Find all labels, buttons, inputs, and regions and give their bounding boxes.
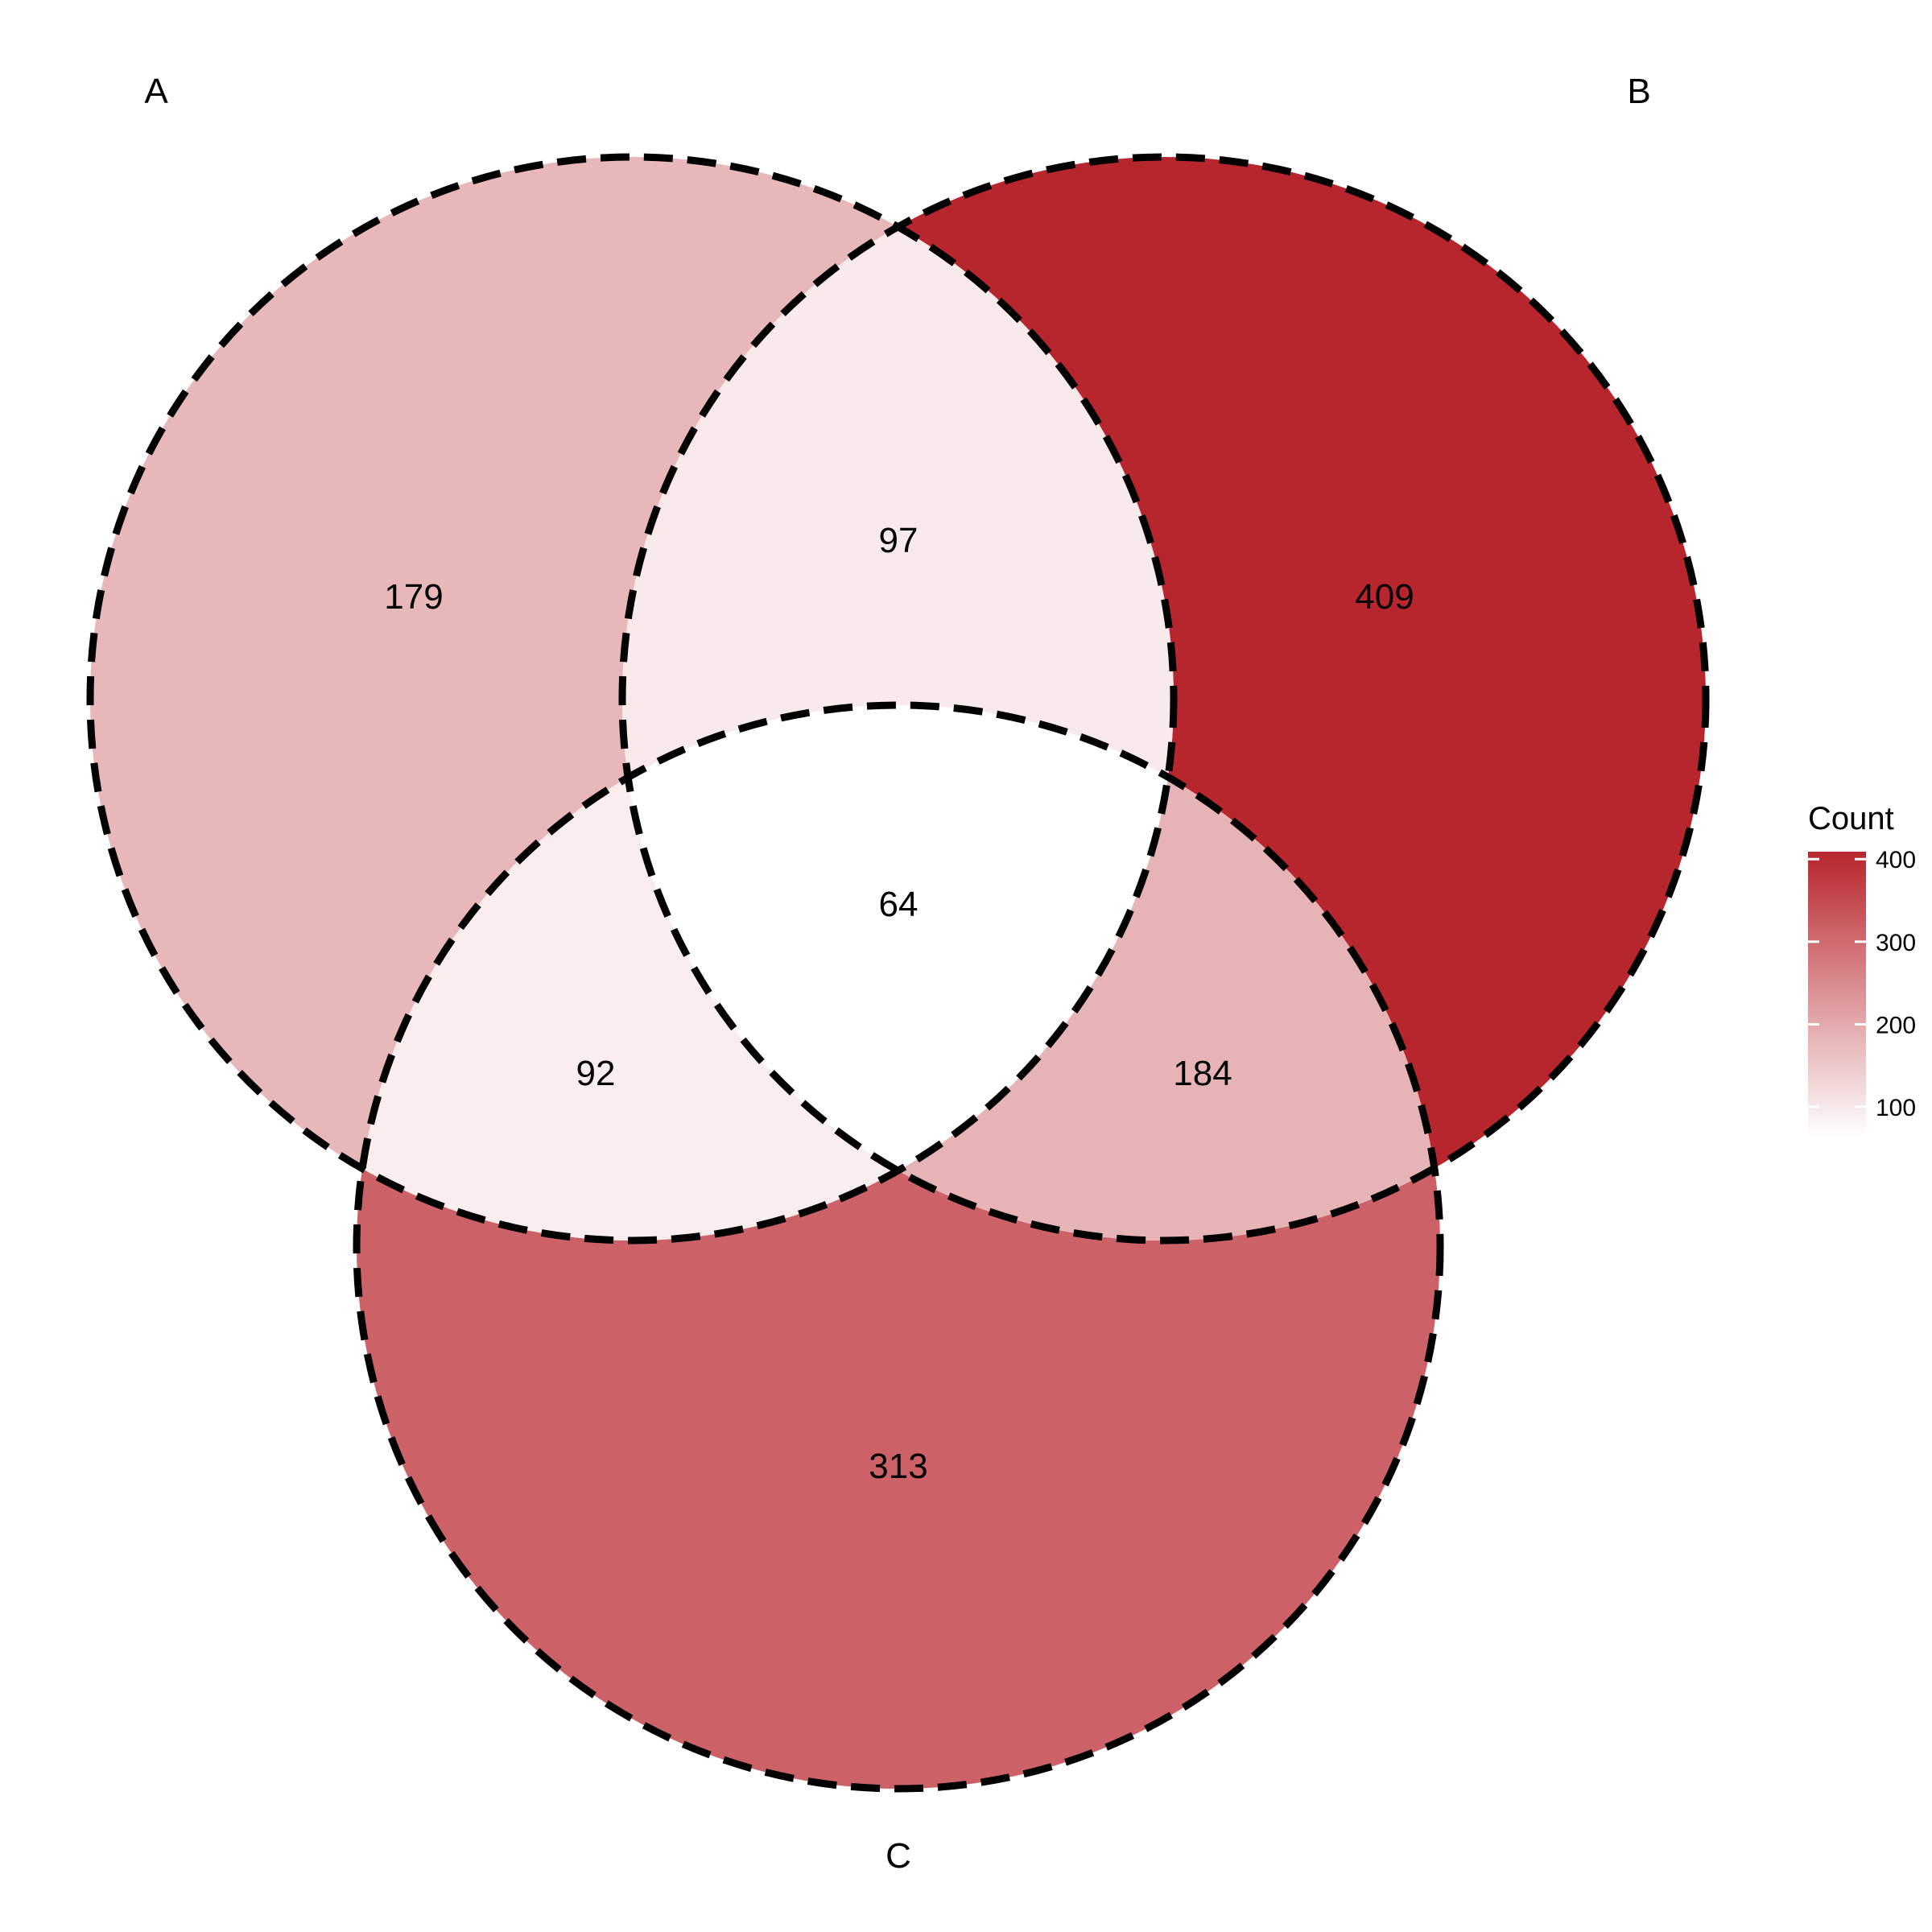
set-c-outline bbox=[353, 701, 1444, 1793]
set-outlines bbox=[86, 153, 1710, 1793]
legend-ticks: 100 200 300 400 bbox=[1808, 847, 1916, 1121]
legend-tick-label: 200 bbox=[1876, 1012, 1916, 1038]
region-label-b-only: 409 bbox=[1355, 577, 1414, 617]
legend-title: Count bbox=[1808, 801, 1894, 836]
legend-tick-label: 400 bbox=[1876, 847, 1916, 873]
region-label-bc: 184 bbox=[1173, 1054, 1232, 1093]
set-label-a: A bbox=[144, 72, 168, 111]
set-a-outline bbox=[86, 153, 1178, 1245]
legend: Count 100 200 300 400 bbox=[1808, 801, 1916, 1137]
region-fill-abc bbox=[622, 705, 1174, 1241]
region-label-abc: 64 bbox=[879, 885, 919, 924]
set-label-b: B bbox=[1627, 72, 1650, 111]
region-label-a-only: 179 bbox=[384, 577, 443, 617]
region-label-c-only: 313 bbox=[869, 1447, 927, 1486]
set-label-c: C bbox=[886, 1836, 911, 1876]
region-clip-c bbox=[622, 705, 1174, 1241]
legend-tick-label: 300 bbox=[1876, 930, 1916, 956]
region-label-ac: 92 bbox=[576, 1054, 616, 1093]
venn-regions bbox=[90, 157, 1706, 1789]
region-label-ab: 97 bbox=[879, 521, 919, 560]
set-b-outline bbox=[618, 153, 1710, 1245]
legend-tick-label: 100 bbox=[1876, 1095, 1916, 1121]
legend-colorbar bbox=[1808, 852, 1866, 1137]
region-clip-b bbox=[622, 705, 1174, 1241]
